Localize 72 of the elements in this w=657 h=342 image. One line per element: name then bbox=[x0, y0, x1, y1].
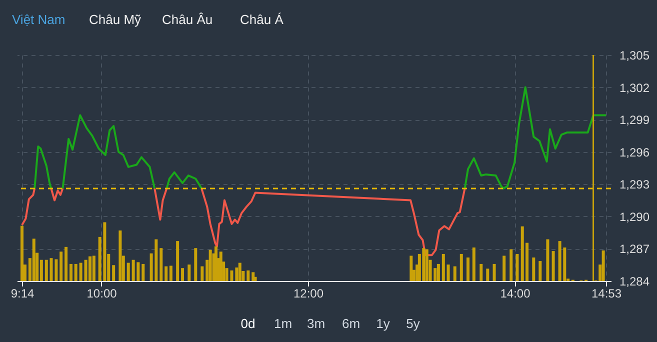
x-tick-label: 12:00 bbox=[293, 286, 324, 300]
text: 5y bbox=[406, 316, 420, 331]
bar bbox=[64, 246, 68, 281]
bar bbox=[142, 264, 145, 281]
text: 3m bbox=[306, 316, 326, 331]
bar bbox=[20, 226, 24, 281]
y-tick-label: 1,302 bbox=[620, 80, 650, 95]
bar bbox=[602, 250, 605, 281]
bar bbox=[69, 264, 72, 281]
bar bbox=[546, 239, 550, 281]
bar bbox=[502, 256, 506, 281]
x-tick-label: 9:14 bbox=[10, 286, 34, 300]
bar bbox=[126, 262, 130, 281]
bar bbox=[79, 262, 82, 281]
bar bbox=[486, 268, 490, 281]
bar bbox=[32, 238, 36, 281]
bar bbox=[92, 256, 96, 281]
bar bbox=[164, 266, 168, 281]
bar bbox=[472, 248, 476, 281]
bar bbox=[492, 264, 496, 281]
bar bbox=[453, 266, 456, 281]
bar bbox=[160, 248, 163, 281]
bar bbox=[235, 267, 238, 281]
text: 1m bbox=[274, 316, 292, 331]
bar bbox=[176, 241, 180, 281]
text: 1y bbox=[376, 316, 390, 331]
y-tick-label: 1,305 bbox=[620, 48, 650, 62]
bar bbox=[510, 249, 513, 281]
text: Châu Á bbox=[240, 12, 284, 27]
bar bbox=[516, 254, 519, 281]
bar bbox=[446, 264, 450, 281]
x-tick-label: 10:00 bbox=[86, 286, 118, 300]
bar bbox=[436, 264, 440, 281]
bar bbox=[442, 254, 445, 281]
bar bbox=[466, 257, 470, 281]
bar bbox=[44, 260, 48, 281]
bar bbox=[246, 270, 250, 281]
y-tick-label: 1,293 bbox=[620, 178, 650, 192]
bar bbox=[538, 261, 542, 281]
bar bbox=[480, 264, 483, 281]
text: Việt Nam bbox=[12, 12, 66, 27]
bar bbox=[88, 256, 92, 281]
bar bbox=[194, 248, 198, 281]
bar bbox=[552, 251, 555, 281]
y-tick-label: 1,284 bbox=[620, 274, 650, 288]
y-tick-label: 1,296 bbox=[620, 145, 650, 160]
bar bbox=[74, 264, 78, 281]
bar bbox=[238, 262, 242, 281]
bar bbox=[60, 252, 63, 281]
y-tick-label: 1,299 bbox=[620, 113, 650, 128]
bar bbox=[181, 268, 184, 281]
text: Châu Âu bbox=[162, 12, 213, 27]
text: 0d bbox=[240, 316, 256, 331]
bar bbox=[169, 266, 172, 281]
y-tick-label: 1,290 bbox=[620, 210, 650, 224]
bar bbox=[422, 248, 426, 281]
text: Châu Mỹ bbox=[89, 12, 142, 27]
bar bbox=[112, 265, 116, 281]
y-tick-label: 1,287 bbox=[620, 242, 650, 256]
bar bbox=[425, 249, 428, 281]
x-tick-label: 14:00 bbox=[500, 286, 531, 300]
bar bbox=[208, 250, 212, 281]
bar bbox=[200, 266, 204, 281]
x-tick-label: 14:53 bbox=[591, 286, 622, 300]
bar bbox=[460, 254, 463, 281]
bar bbox=[118, 230, 122, 281]
bar bbox=[410, 256, 413, 281]
bar bbox=[532, 257, 536, 281]
bar bbox=[252, 272, 255, 281]
bar bbox=[188, 264, 191, 281]
text: 6m bbox=[342, 316, 360, 331]
bar bbox=[84, 260, 88, 281]
